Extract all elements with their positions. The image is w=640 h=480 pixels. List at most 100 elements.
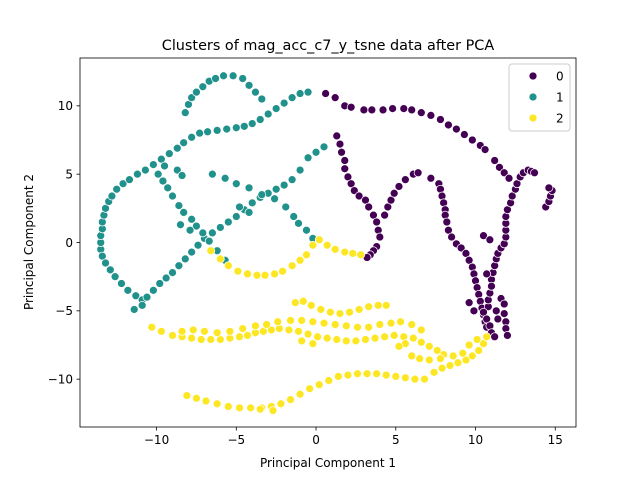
legend-box — [508, 63, 571, 132]
data-point-2-30 — [424, 341, 434, 351]
data-point-1-52 — [123, 285, 133, 295]
data-point-2-69 — [233, 266, 243, 276]
data-point-0-103 — [493, 314, 503, 324]
legend-marker-1 — [528, 92, 538, 102]
data-point-1-50 — [110, 272, 120, 282]
data-point-2-124 — [472, 335, 482, 344]
data-point-1-70 — [231, 212, 241, 221]
data-point-2-15 — [284, 325, 294, 335]
data-point-2-94 — [276, 399, 286, 409]
data-point-2-103 — [362, 369, 372, 379]
data-point-1-19 — [187, 132, 197, 142]
chart-title: Clusters of mag_acc_c7_y_tsne data after… — [162, 38, 495, 54]
data-point-0-23 — [340, 164, 350, 174]
data-point-2-71 — [252, 270, 262, 280]
data-point-2-47 — [341, 321, 351, 331]
data-point-1-57 — [142, 292, 152, 302]
data-point-2-62 — [354, 305, 364, 314]
data-point-2-64 — [373, 300, 383, 310]
data-point-1-21 — [203, 127, 212, 137]
data-point-1-87 — [179, 208, 189, 217]
data-point-2-131 — [297, 336, 307, 346]
data-point-2-57 — [306, 300, 316, 310]
data-point-2-77 — [302, 250, 311, 260]
data-point-2-50 — [375, 320, 385, 329]
data-point-2-45 — [319, 318, 329, 328]
data-point-2-128 — [436, 354, 445, 364]
data-point-2-106 — [391, 372, 401, 381]
data-point-0-26 — [349, 186, 359, 195]
data-point-2-88 — [212, 399, 222, 409]
data-point-2-116 — [474, 346, 484, 355]
data-point-1-16 — [164, 149, 174, 159]
data-point-2-22 — [351, 336, 361, 346]
data-point-2-95 — [286, 395, 295, 405]
data-point-2-19 — [322, 333, 332, 343]
data-point-0-104 — [491, 306, 501, 316]
data-point-0-113 — [479, 231, 488, 241]
legend-label-2: 2 — [556, 112, 564, 126]
data-point-0-38 — [380, 210, 389, 220]
data-point-0-20 — [335, 139, 345, 149]
data-point-2-125 — [407, 351, 417, 361]
data-point-2-118 — [482, 332, 492, 342]
data-point-1-24 — [231, 123, 241, 133]
data-point-2-111 — [437, 363, 447, 373]
data-point-1-17 — [172, 143, 182, 153]
data-point-1-86 — [174, 201, 184, 210]
data-point-2-18 — [313, 332, 323, 342]
data-point-1-59 — [155, 279, 165, 288]
data-point-1-77 — [287, 175, 297, 185]
data-point-2-86 — [192, 393, 201, 403]
data-point-2-119 — [268, 406, 278, 415]
data-point-0-94 — [490, 156, 500, 165]
data-point-1-34 — [180, 108, 190, 118]
data-point-2-40 — [262, 320, 271, 329]
data-point-2-1 — [156, 326, 166, 336]
data-point-2-63 — [364, 302, 374, 312]
data-point-2-60 — [335, 309, 345, 318]
data-point-2-122 — [458, 348, 468, 358]
data-point-1-69 — [223, 217, 233, 227]
data-point-2-59 — [326, 307, 335, 317]
data-point-2-109 — [420, 374, 429, 384]
data-point-0-14 — [452, 124, 461, 134]
legend-label-0: 0 — [556, 70, 564, 84]
data-point-1-79 — [303, 153, 313, 163]
data-point-1-68 — [215, 223, 225, 232]
x-axis-label: Principal Component 1 — [260, 456, 396, 470]
data-point-1-38 — [198, 82, 208, 92]
data-point-0-5 — [367, 105, 377, 115]
data-point-2-115 — [467, 351, 477, 361]
data-point-1-13 — [141, 165, 150, 175]
data-point-0-22 — [340, 156, 350, 165]
data-point-0-31 — [372, 217, 382, 227]
data-point-1-14 — [148, 160, 158, 169]
legend-marker-2 — [528, 113, 538, 123]
data-point-0-10 — [416, 108, 426, 118]
data-point-0-27 — [354, 191, 364, 201]
data-point-1-29 — [271, 104, 281, 113]
data-point-1-58 — [148, 285, 158, 295]
data-point-2-17 — [303, 329, 313, 339]
data-point-2-42 — [286, 316, 295, 325]
data-point-2-46 — [330, 320, 340, 329]
data-point-0-42 — [394, 182, 404, 191]
data-point-0-45 — [413, 168, 423, 178]
data-point-1-22 — [212, 126, 222, 135]
data-point-1-37 — [192, 87, 201, 97]
data-point-2-99 — [324, 376, 334, 385]
data-point-1-72 — [247, 198, 257, 208]
data-point-2-68 — [223, 261, 233, 271]
data-point-2-51 — [386, 318, 396, 328]
data-point-2-87 — [201, 396, 211, 406]
data-point-2-104 — [372, 369, 382, 379]
data-point-1-88 — [187, 214, 197, 224]
data-point-2-113 — [453, 358, 463, 368]
data-point-1-85 — [168, 191, 177, 201]
x-tick-label: 0 — [312, 433, 320, 447]
data-point-2-78 — [308, 240, 318, 250]
x-tick-label: −10 — [144, 433, 169, 447]
data-point-1-63 — [180, 254, 190, 264]
data-point-2-36 — [212, 328, 222, 338]
